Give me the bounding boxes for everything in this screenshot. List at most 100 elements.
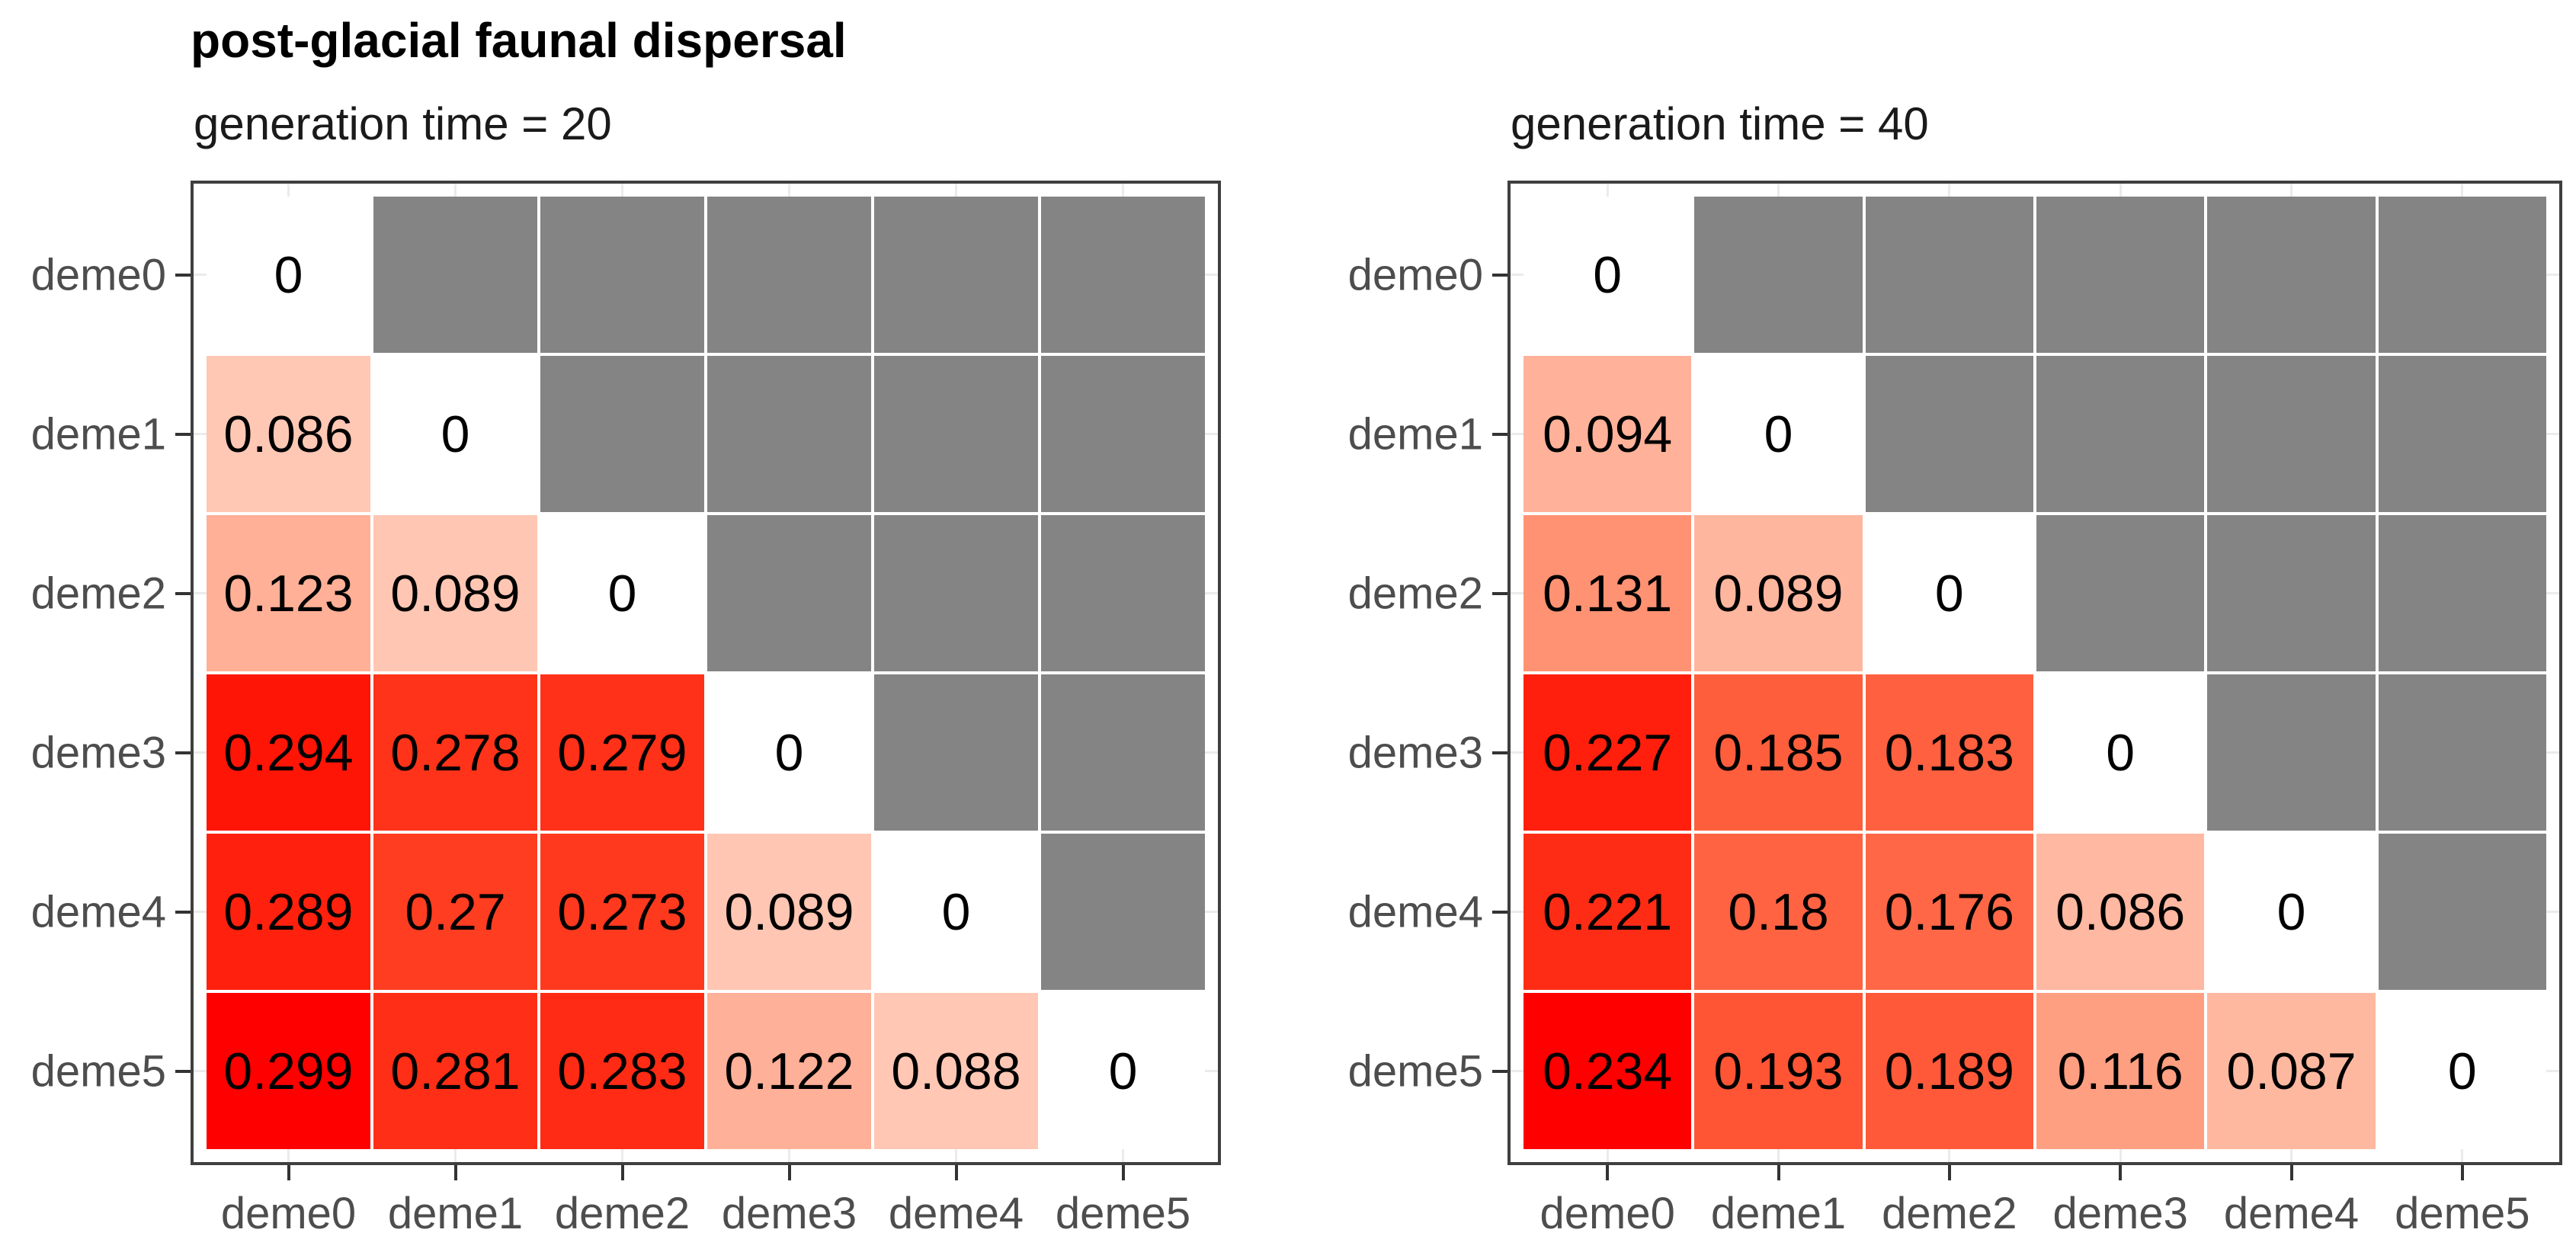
heatmap-cell-na bbox=[874, 197, 1038, 353]
x-axis-tick bbox=[620, 1165, 624, 1180]
x-axis-tick bbox=[1777, 1165, 1780, 1180]
heatmap-cell: 0.193 bbox=[1694, 993, 1863, 1149]
cell-value: 0 bbox=[607, 564, 637, 623]
x-axis-label: deme1 bbox=[387, 1189, 524, 1238]
cell-value: 0.122 bbox=[724, 1042, 854, 1100]
heatmap-cell: 0.089 bbox=[373, 515, 537, 671]
y-axis-tick bbox=[1492, 751, 1507, 754]
heatmap-cell-na bbox=[707, 515, 871, 671]
cell-value: 0.18 bbox=[1728, 882, 1829, 941]
heatmap-cell: 0.086 bbox=[2036, 834, 2205, 990]
x-axis-label: deme3 bbox=[2052, 1189, 2188, 1238]
y-axis-label: deme0 bbox=[1347, 250, 1483, 299]
heatmap-cell: 0.283 bbox=[540, 993, 704, 1149]
heatmap-cell: 0.185 bbox=[1694, 674, 1863, 831]
heatmap-cell: 0.294 bbox=[207, 674, 370, 831]
y-axis-label: deme4 bbox=[1347, 887, 1483, 937]
heatmap-cell-na bbox=[2378, 515, 2546, 671]
cell-value: 0.227 bbox=[1543, 723, 1673, 782]
heatmap-cell-na bbox=[1865, 197, 2033, 353]
y-axis-tick bbox=[1492, 591, 1507, 595]
x-axis-tick bbox=[1606, 1165, 1610, 1180]
heatmap-cell-na bbox=[2378, 197, 2546, 353]
cell-value: 0.116 bbox=[2057, 1042, 2184, 1100]
heatmap-cell: 0 bbox=[373, 356, 537, 512]
heatmap-cell: 0.089 bbox=[707, 834, 871, 990]
cell-value: 0 bbox=[1108, 1042, 1138, 1100]
y-axis-tick bbox=[175, 591, 191, 595]
heatmap-cell-na bbox=[2378, 356, 2546, 512]
cell-value: 0.27 bbox=[405, 882, 506, 941]
y-axis-tick bbox=[175, 1069, 191, 1073]
y-axis-label: deme3 bbox=[30, 728, 166, 777]
cell-value: 0 bbox=[1764, 405, 1793, 463]
heatmap-cell: 0.176 bbox=[1865, 834, 2033, 990]
cell-value: 0.123 bbox=[223, 564, 354, 623]
y-axis-label: deme5 bbox=[30, 1046, 166, 1096]
cell-value: 0 bbox=[1593, 245, 1623, 304]
cell-value: 0 bbox=[941, 882, 971, 941]
x-axis-tick bbox=[2460, 1165, 2464, 1180]
y-axis-label: deme1 bbox=[30, 409, 166, 459]
x-axis-tick bbox=[1121, 1165, 1125, 1180]
cell-value: 0.176 bbox=[1884, 882, 2014, 941]
cell-value: 0.289 bbox=[223, 882, 354, 941]
plot-area: 0 0.086 0 0.123 0.089 0 0.294 0.278 0.279 0 0.289 0… bbox=[191, 181, 1221, 1165]
heatmap-cell: 0 bbox=[874, 834, 1038, 990]
x-axis-label: deme3 bbox=[721, 1189, 857, 1238]
plot-area: 0 0.094 0 0.131 0.089 0 0.227 0.185 0.183 0 0.221 0… bbox=[1507, 181, 2562, 1165]
heatmap-cell-na bbox=[2207, 515, 2376, 671]
x-axis-label: deme2 bbox=[554, 1189, 690, 1238]
heatmap-cell: 0.086 bbox=[207, 356, 370, 512]
cell-value: 0.088 bbox=[891, 1042, 1021, 1100]
y-axis-tick bbox=[175, 273, 191, 277]
cell-value: 0 bbox=[2276, 882, 2306, 941]
heatmap-cell: 0.123 bbox=[207, 515, 370, 671]
heatmap-cell: 0.273 bbox=[540, 834, 704, 990]
y-axis-tick bbox=[175, 751, 191, 754]
y-axis-tick bbox=[1492, 1069, 1507, 1073]
heatmap-cell: 0.087 bbox=[2207, 993, 2376, 1149]
cell-value: 0 bbox=[774, 723, 804, 782]
cell-value: 0.094 bbox=[1543, 405, 1673, 463]
heatmap-cell-na bbox=[2036, 356, 2205, 512]
heatmap-cell-na bbox=[540, 356, 704, 512]
cell-value: 0.189 bbox=[1884, 1042, 2014, 1100]
heatmap-cell-na bbox=[2036, 197, 2205, 353]
x-axis-tick bbox=[787, 1165, 791, 1180]
heatmap-cell: 0 bbox=[1523, 197, 1692, 353]
heatmap-cell-na bbox=[874, 674, 1038, 831]
heatmap-cell: 0.278 bbox=[373, 674, 537, 831]
y-axis-label: deme2 bbox=[1347, 568, 1483, 618]
heatmap-cell: 0 bbox=[1865, 515, 2033, 671]
heatmap-cell: 0.116 bbox=[2036, 993, 2205, 1149]
heatmap-cell-na bbox=[2378, 674, 2546, 831]
y-axis-tick bbox=[1492, 432, 1507, 436]
cell-value: 0.089 bbox=[724, 882, 854, 941]
heatmap-cell: 0.18 bbox=[1694, 834, 1863, 990]
heatmap-cell: 0 bbox=[2207, 834, 2376, 990]
heatmap-cell-na bbox=[2378, 834, 2546, 990]
cell-value: 0 bbox=[2106, 723, 2135, 782]
heatmap-cell: 0.089 bbox=[1694, 515, 1863, 671]
heatmap-cell: 0 bbox=[707, 674, 871, 831]
heatmap-cell-na bbox=[707, 356, 871, 512]
x-axis-label: deme4 bbox=[888, 1189, 1024, 1238]
cell-value: 0.234 bbox=[1543, 1042, 1673, 1100]
cell-value: 0 bbox=[1934, 564, 1964, 623]
y-axis-label: deme0 bbox=[30, 250, 166, 299]
x-axis-tick bbox=[2119, 1165, 2123, 1180]
heatmap-cell: 0.27 bbox=[373, 834, 537, 990]
cell-value: 0.283 bbox=[557, 1042, 687, 1100]
cell-value: 0.193 bbox=[1713, 1042, 1844, 1100]
cell-value: 0.278 bbox=[390, 723, 521, 782]
heatmap-cell-na bbox=[1694, 197, 1863, 353]
x-axis-label: deme1 bbox=[1710, 1189, 1847, 1238]
facet-subtitle: generation time = 40 bbox=[1511, 98, 1929, 149]
x-axis-label: deme4 bbox=[2223, 1189, 2360, 1238]
cell-value: 0.086 bbox=[223, 405, 354, 463]
heatmap-cell: 0.299 bbox=[207, 993, 370, 1149]
cell-value: 0 bbox=[2447, 1042, 2477, 1100]
heatmap-cell: 0.094 bbox=[1523, 356, 1692, 512]
heatmap-cell-na bbox=[2207, 674, 2376, 831]
